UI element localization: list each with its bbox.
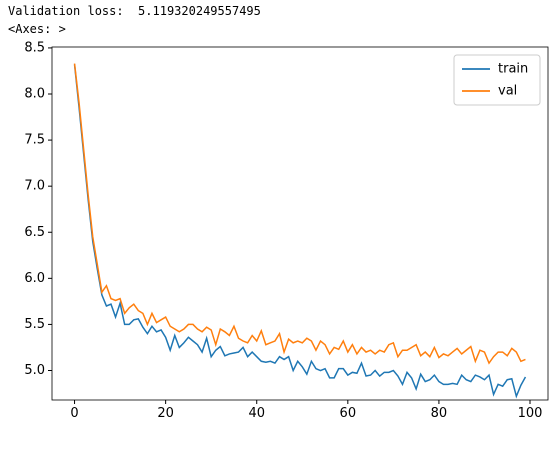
- legend-label: val: [498, 84, 517, 99]
- x-tick-label: 100: [518, 406, 543, 421]
- x-tick-label: 20: [157, 406, 174, 421]
- legend-label: train: [498, 62, 528, 77]
- x-tick-label: 40: [248, 406, 265, 421]
- line-series: [73, 63, 526, 365]
- y-tick-label: 8.0: [24, 87, 45, 102]
- y-tick-label: 6.0: [24, 271, 45, 286]
- x-tick-label: 80: [431, 406, 448, 421]
- legend-box: [453, 54, 541, 106]
- output-line: Validation loss: 5.119320249557495: [8, 4, 261, 18]
- y-tick-label: 7.0: [24, 179, 45, 194]
- x-tick-label: 60: [340, 406, 357, 421]
- line-series: [73, 64, 527, 399]
- output-line: <Axes: >: [8, 22, 66, 36]
- x-tick-label: 0: [70, 406, 78, 421]
- y-tick-label: 8.5: [24, 40, 45, 55]
- y-tick-label: 5.5: [24, 317, 45, 332]
- plot-frame: [51, 46, 549, 401]
- y-tick-label: 7.5: [24, 133, 45, 148]
- y-tick-label: 5.0: [24, 363, 45, 378]
- y-tick-label: 6.5: [24, 225, 45, 240]
